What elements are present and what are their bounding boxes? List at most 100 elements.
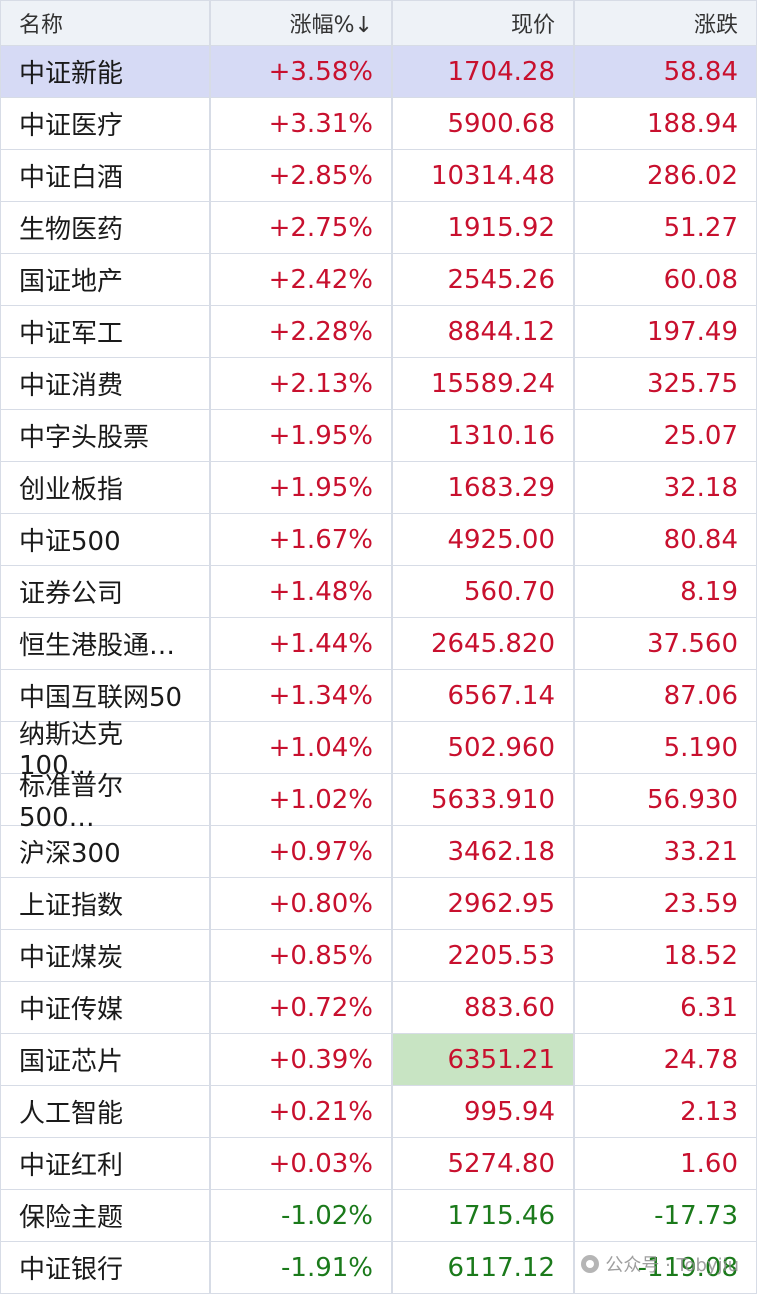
table-row[interactable]: 中字头股票 +1.95% 1310.16 25.07 bbox=[0, 410, 757, 462]
cell-change: 6.31 bbox=[574, 982, 757, 1034]
cell-price: 1715.46 bbox=[392, 1190, 574, 1242]
cell-name: 中证煤炭 bbox=[0, 930, 210, 982]
cell-price: 6567.14 bbox=[392, 670, 574, 722]
cell-change: 33.21 bbox=[574, 826, 757, 878]
cell-price: 2962.95 bbox=[392, 878, 574, 930]
cell-name: 恒生港股通… bbox=[0, 618, 210, 670]
cell-name: 中证红利 bbox=[0, 1138, 210, 1190]
cell-name: 中国互联网50 bbox=[0, 670, 210, 722]
cell-price: 560.70 bbox=[392, 566, 574, 618]
table-row[interactable]: 生物医药 +2.75% 1915.92 51.27 bbox=[0, 202, 757, 254]
cell-name: 生物医药 bbox=[0, 202, 210, 254]
table-row[interactable]: 人工智能 +0.21% 995.94 2.13 bbox=[0, 1086, 757, 1138]
table-row[interactable]: 中国互联网50 +1.34% 6567.14 87.06 bbox=[0, 670, 757, 722]
cell-name: 人工智能 bbox=[0, 1086, 210, 1138]
cell-price: 1310.16 bbox=[392, 410, 574, 462]
cell-change: 80.84 bbox=[574, 514, 757, 566]
cell-change: 2.13 bbox=[574, 1086, 757, 1138]
cell-change-pct: +0.80% bbox=[210, 878, 392, 930]
cell-name: 国证地产 bbox=[0, 254, 210, 306]
cell-change-pct: +0.72% bbox=[210, 982, 392, 1034]
table-row[interactable]: 中证500 +1.67% 4925.00 80.84 bbox=[0, 514, 757, 566]
cell-price: 5900.68 bbox=[392, 98, 574, 150]
table-row[interactable]: 创业板指 +1.95% 1683.29 32.18 bbox=[0, 462, 757, 514]
cell-name: 中证白酒 bbox=[0, 150, 210, 202]
cell-change: 286.02 bbox=[574, 150, 757, 202]
table-row[interactable]: 中证消费 +2.13% 15589.24 325.75 bbox=[0, 358, 757, 410]
cell-price: 2205.53 bbox=[392, 930, 574, 982]
table-row[interactable]: 国证芯片 +0.39% 6351.21 24.78 bbox=[0, 1034, 757, 1086]
cell-change-pct: +3.31% bbox=[210, 98, 392, 150]
table-row[interactable]: 中证红利 +0.03% 5274.80 1.60 bbox=[0, 1138, 757, 1190]
cell-name: 中证500 bbox=[0, 514, 210, 566]
cell-change-pct: +1.48% bbox=[210, 566, 392, 618]
cell-change: 188.94 bbox=[574, 98, 757, 150]
cell-name: 中证新能 bbox=[0, 46, 210, 98]
table-row[interactable]: 中证白酒 +2.85% 10314.48 286.02 bbox=[0, 150, 757, 202]
table-row[interactable]: 中证军工 +2.28% 8844.12 197.49 bbox=[0, 306, 757, 358]
cell-price: 502.960 bbox=[392, 722, 574, 774]
cell-change: 1.60 bbox=[574, 1138, 757, 1190]
cell-name: 沪深300 bbox=[0, 826, 210, 878]
cell-price: 995.94 bbox=[392, 1086, 574, 1138]
cell-price: 10314.48 bbox=[392, 150, 574, 202]
cell-name: 保险主题 bbox=[0, 1190, 210, 1242]
cell-change-pct: +2.13% bbox=[210, 358, 392, 410]
table-header: 名称 涨幅%↓ 现价 涨跌 bbox=[0, 0, 757, 46]
table-row[interactable]: 中证煤炭 +0.85% 2205.53 18.52 bbox=[0, 930, 757, 982]
cell-change-pct: +0.97% bbox=[210, 826, 392, 878]
table-row[interactable]: 中证医疗 +3.31% 5900.68 188.94 bbox=[0, 98, 757, 150]
cell-name: 标准普尔500… bbox=[0, 772, 210, 833]
cell-price: 8844.12 bbox=[392, 306, 574, 358]
cell-change: 51.27 bbox=[574, 202, 757, 254]
cell-change-pct: +1.04% bbox=[210, 722, 392, 774]
table-row[interactable]: 上证指数 +0.80% 2962.95 23.59 bbox=[0, 878, 757, 930]
table-row[interactable]: 中证新能 +3.58% 1704.28 58.84 bbox=[0, 46, 757, 98]
cell-name: 中证医疗 bbox=[0, 98, 210, 150]
table-row[interactable]: 保险主题 -1.02% 1715.46 -17.73 bbox=[0, 1190, 757, 1242]
cell-change: 24.78 bbox=[574, 1034, 757, 1086]
cell-change-pct: -1.02% bbox=[210, 1190, 392, 1242]
cell-change-pct: +0.03% bbox=[210, 1138, 392, 1190]
cell-name: 国证芯片 bbox=[0, 1034, 210, 1086]
table-row[interactable]: 国证地产 +2.42% 2545.26 60.08 bbox=[0, 254, 757, 306]
cell-change-pct: +0.85% bbox=[210, 930, 392, 982]
cell-price: 883.60 bbox=[392, 982, 574, 1034]
cell-change: 37.560 bbox=[574, 618, 757, 670]
cell-change: -119.08 bbox=[574, 1242, 757, 1294]
table-row[interactable]: 标准普尔500… +1.02% 5633.910 56.930 bbox=[0, 772, 757, 833]
cell-change: 60.08 bbox=[574, 254, 757, 306]
header-change-pct[interactable]: 涨幅%↓ bbox=[210, 0, 392, 46]
cell-change-pct: +0.21% bbox=[210, 1086, 392, 1138]
cell-price: 2545.26 bbox=[392, 254, 574, 306]
cell-change: 5.190 bbox=[574, 722, 757, 774]
cell-change-pct: +0.39% bbox=[210, 1034, 392, 1086]
cell-name: 证券公司 bbox=[0, 566, 210, 618]
cell-price: 2645.820 bbox=[392, 618, 574, 670]
cell-change: 56.930 bbox=[574, 774, 757, 826]
cell-price: 1683.29 bbox=[392, 462, 574, 514]
header-price[interactable]: 现价 bbox=[392, 0, 574, 46]
cell-change-pct: +1.95% bbox=[210, 410, 392, 462]
cell-name: 中证军工 bbox=[0, 306, 210, 358]
table-row[interactable]: 中证银行 -1.91% 6117.12 -119.08 bbox=[0, 1242, 757, 1294]
cell-price: 3462.18 bbox=[392, 826, 574, 878]
header-change[interactable]: 涨跌 bbox=[574, 0, 757, 46]
cell-change: 23.59 bbox=[574, 878, 757, 930]
table-row[interactable]: 沪深300 +0.97% 3462.18 33.21 bbox=[0, 826, 757, 878]
table-row[interactable]: 恒生港股通… +1.44% 2645.820 37.560 bbox=[0, 618, 757, 670]
header-name[interactable]: 名称 bbox=[0, 0, 210, 46]
cell-change-pct: +1.95% bbox=[210, 462, 392, 514]
cell-price: 5633.910 bbox=[392, 774, 574, 826]
cell-price: 1704.28 bbox=[392, 46, 574, 98]
cell-name: 上证指数 bbox=[0, 878, 210, 930]
cell-change: 25.07 bbox=[574, 410, 757, 462]
table-row[interactable]: 证券公司 +1.48% 560.70 8.19 bbox=[0, 566, 757, 618]
cell-change: 58.84 bbox=[574, 46, 757, 98]
cell-change-pct: +1.44% bbox=[210, 618, 392, 670]
cell-change-pct: +1.34% bbox=[210, 670, 392, 722]
cell-change: 87.06 bbox=[574, 670, 757, 722]
table-row[interactable]: 中证传媒 +0.72% 883.60 6.31 bbox=[0, 982, 757, 1034]
cell-change-pct: +2.28% bbox=[210, 306, 392, 358]
